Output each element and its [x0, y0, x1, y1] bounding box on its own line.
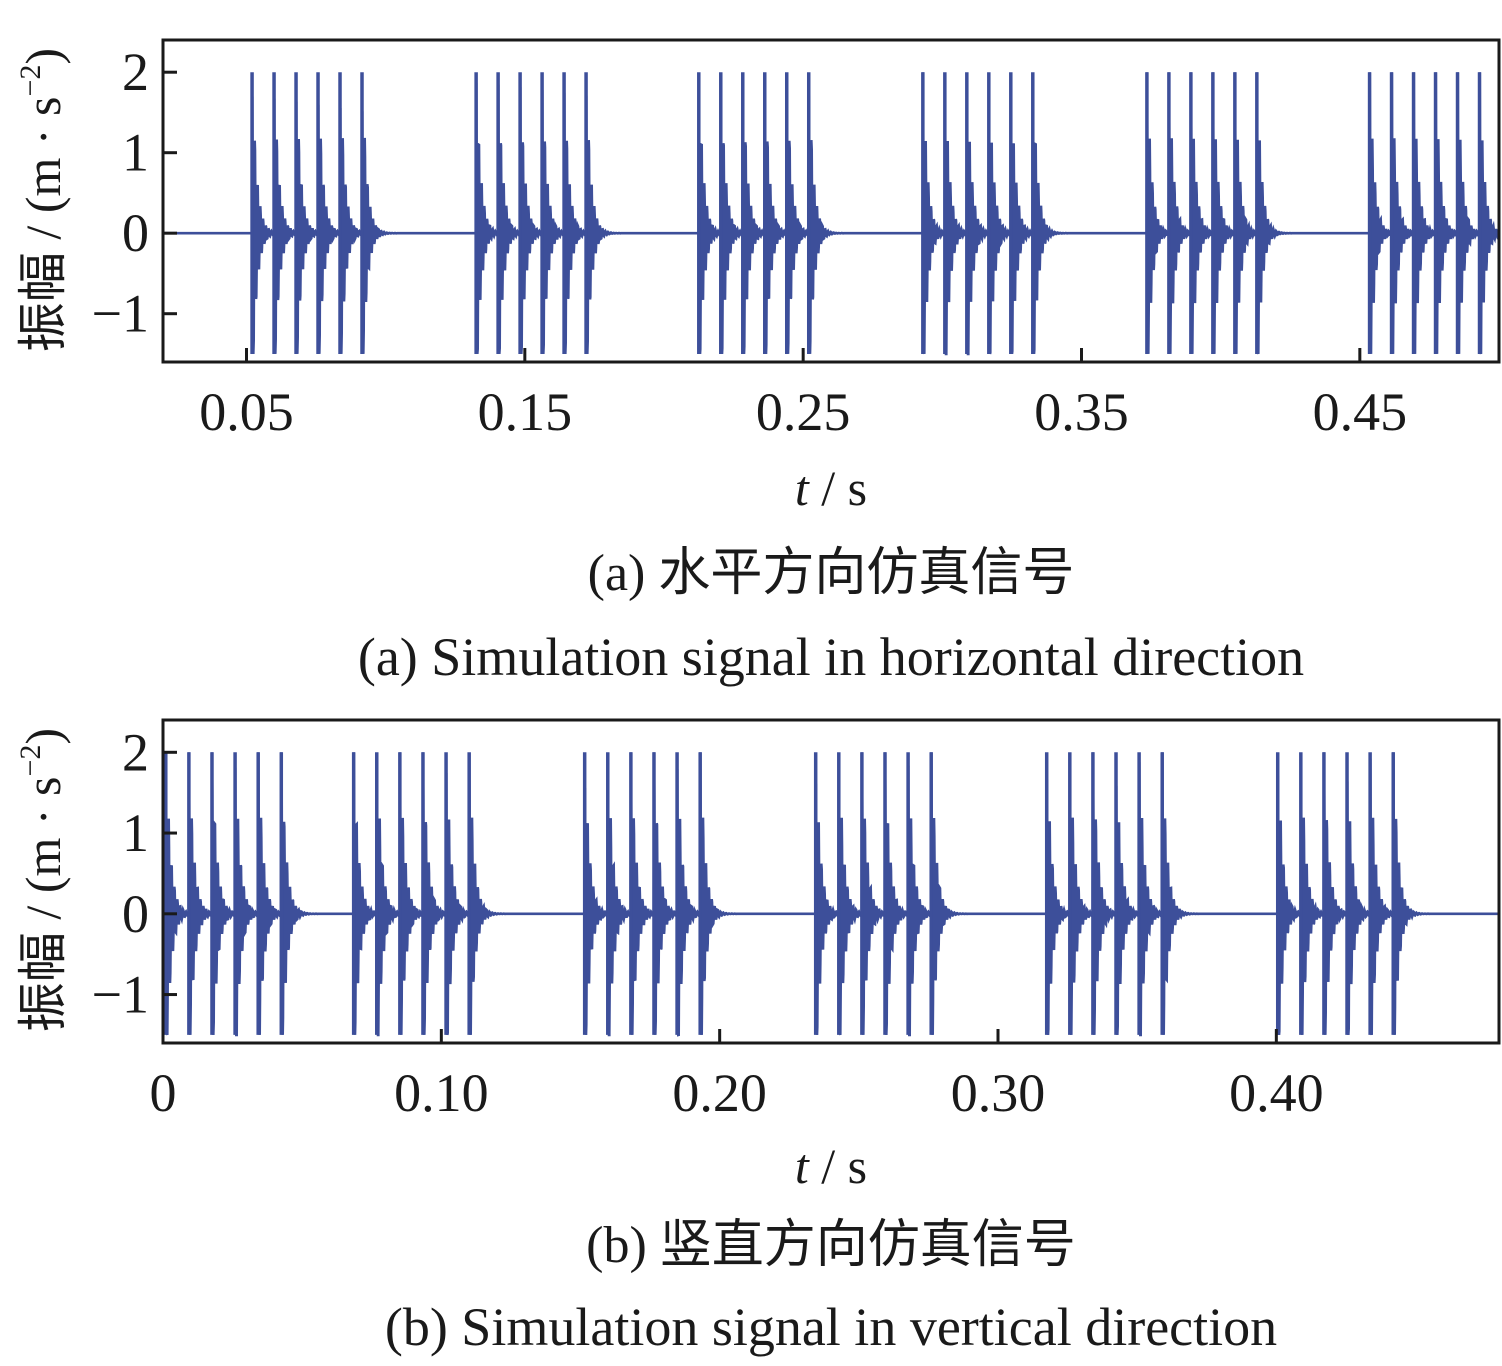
panel-b-x-tick-label-0: 0	[150, 1063, 177, 1123]
panel-b-y-tick-label-1: 0	[122, 884, 149, 944]
panel-a-caption-chinese: (a) 水平方向仿真信号	[588, 545, 1075, 602]
panel-b-x-tick-label-4: 0.40	[1229, 1063, 1324, 1123]
panel-a-horizontal-signal: 0.05 0.15 0.25 0.35 0.45 −1 0 1 2 t / s 振幅 / (m…	[14, 40, 1499, 687]
panel-b-ticks	[163, 752, 1276, 1043]
panel-a-y-tick-label-3: 2	[122, 42, 149, 102]
panel-b-y-axis-label: 振幅 / (m · s−2)	[14, 728, 71, 1032]
panel-b-y-tick-label-3: 2	[122, 722, 149, 782]
panel-a-x-tick-label-1: 0.15	[478, 382, 573, 442]
panel-a-x-tick-label-0: 0.05	[199, 382, 294, 442]
panel-b-plot-area	[163, 752, 1499, 1035]
panel-b-y-tick-label-0: −1	[92, 965, 149, 1025]
panel-a-x-tick-label-3: 0.35	[1034, 382, 1129, 442]
panel-a-x-tick-label-4: 0.45	[1313, 382, 1408, 442]
panel-b-x-axis-label: t / s	[795, 1138, 867, 1194]
panel-a-x-tick-label-2: 0.25	[756, 382, 851, 442]
panel-a-x-axis-label: t / s	[795, 460, 867, 516]
panel-b-y-tick-label-2: 1	[122, 803, 149, 863]
panel-b-x-tick-labels: 0 0.10 0.20 0.30 0.40	[150, 1063, 1324, 1123]
panel-b-axes-frame	[163, 720, 1499, 1043]
panel-a-y-tick-label-2: 1	[122, 123, 149, 183]
panel-b-signal-line	[163, 752, 1499, 1035]
panel-b-x-tick-label-2: 0.20	[672, 1063, 767, 1123]
panel-b-y-tick-labels: −1 0 1 2	[92, 722, 149, 1024]
panel-b-caption-chinese: (b) 竖直方向仿真信号	[586, 1217, 1076, 1274]
panel-a-plot-area	[163, 72, 1499, 354]
panel-b-x-tick-label-1: 0.10	[394, 1063, 489, 1123]
panel-a-y-axis-label: 振幅 / (m · s−2)	[14, 48, 71, 352]
panel-b-x-tick-label-3: 0.30	[951, 1063, 1046, 1123]
panel-a-y-tick-label-0: −1	[92, 284, 149, 344]
panel-a-x-tick-labels: 0.05 0.15 0.25 0.35 0.45	[199, 382, 1407, 442]
panel-a-caption-english: (a) Simulation signal in horizontal dire…	[358, 627, 1304, 687]
panel-a-y-tick-label-1: 0	[122, 203, 149, 263]
panel-b-caption-english: (b) Simulation signal in vertical direct…	[385, 1297, 1277, 1357]
panel-a-y-tick-labels: −1 0 1 2	[92, 42, 149, 344]
